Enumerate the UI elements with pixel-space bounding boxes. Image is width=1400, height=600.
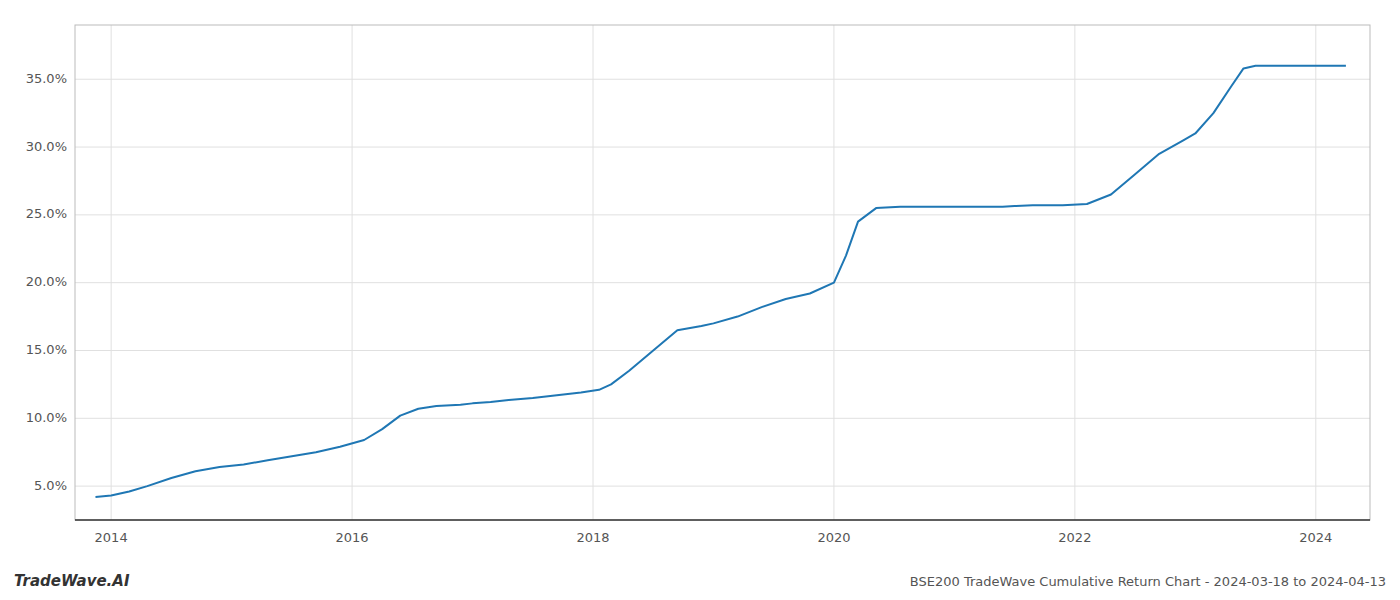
y-tick-label: 30.0% — [26, 139, 67, 154]
y-grid-line — [75, 147, 1370, 148]
y-grid-line — [75, 79, 1370, 80]
x-grid-line — [1074, 25, 1075, 520]
watermark: TradeWave.AI — [14, 572, 130, 590]
y-tick-label: 5.0% — [34, 478, 67, 493]
grid — [75, 25, 1370, 520]
y-tick-label: 25.0% — [26, 206, 67, 221]
axes: 5.0% 10.0% 15.0% 20.0% 25.0% 30.0% 35.0% 2014 20… — [26, 25, 1370, 545]
chart: 5.0% 10.0% 15.0% 20.0% 25.0% 30.0% 35.0% 2014 20… — [0, 0, 1400, 600]
x-tick-label: 2018 — [576, 530, 609, 545]
y-grid-line — [75, 486, 1370, 487]
y-grid-line — [75, 214, 1370, 215]
x-tick-label: 2016 — [336, 530, 369, 545]
texts: TradeWave.AI BSE200 TradeWave Cumulative … — [14, 572, 1386, 590]
y-grid-line — [75, 418, 1370, 419]
x-tick-label: 2022 — [1058, 530, 1091, 545]
x-axis-line — [75, 519, 1370, 521]
y-tick-label: 10.0% — [26, 410, 67, 425]
x-grid-line — [833, 25, 834, 520]
x-tick-label: 2024 — [1299, 530, 1332, 545]
x-grid-line — [1315, 25, 1316, 520]
title: BSE200 TradeWave Cumulative Return Chart… — [910, 574, 1386, 589]
y-tick-label: 35.0% — [26, 71, 67, 86]
x-grid-line — [111, 25, 112, 520]
x-grid-line — [593, 25, 594, 520]
x-tick-label: 2014 — [95, 530, 128, 545]
x-tick-label: 2020 — [817, 530, 850, 545]
data-line — [95, 66, 1345, 497]
y-grid-line — [75, 282, 1370, 283]
x-grid-line — [352, 25, 353, 520]
background — [0, 0, 1400, 600]
plot-frame — [75, 25, 1370, 520]
y-grid-line — [75, 350, 1370, 351]
data-layer — [95, 66, 1345, 497]
y-tick-label: 20.0% — [26, 274, 67, 289]
y-tick-label: 15.0% — [26, 342, 67, 357]
